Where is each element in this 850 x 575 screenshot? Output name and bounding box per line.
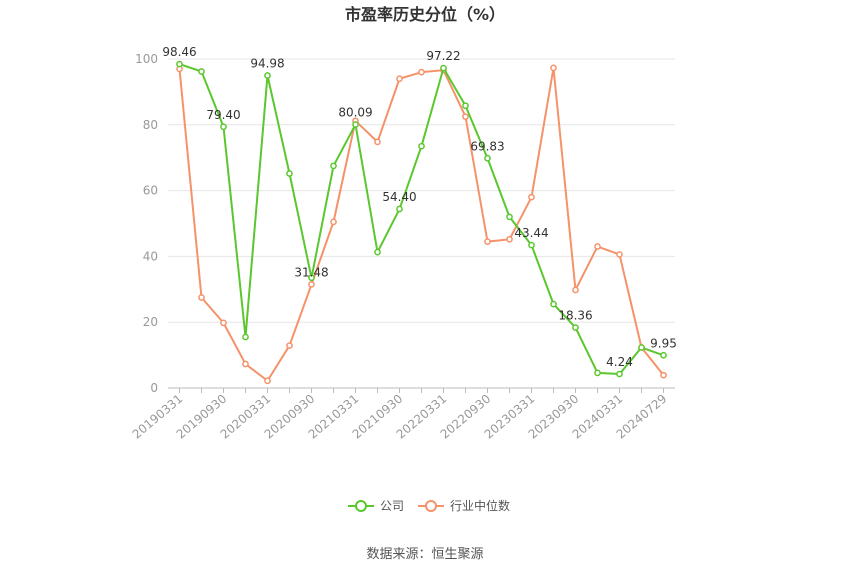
source-note: 数据来源：恒生聚源 xyxy=(366,547,483,562)
data-label: 43.44 xyxy=(514,226,548,240)
data-point xyxy=(660,351,667,359)
chart-title: 市盈率历史分位（%） xyxy=(345,5,505,24)
data-label: 4.24 xyxy=(606,355,633,369)
data-label: 80.09 xyxy=(338,106,372,120)
data-point xyxy=(572,324,579,331)
data-point xyxy=(242,333,249,341)
y-tick-label: 80 xyxy=(143,118,158,132)
data-point xyxy=(462,113,469,120)
data-point xyxy=(418,68,425,76)
data-label: 79.40 xyxy=(206,108,240,122)
data-labels: 98.46 79.40 94.98 80.09 54.40 97.22 69.83 43.44… xyxy=(162,45,677,369)
data-point xyxy=(528,241,535,249)
data-label: 54.40 xyxy=(382,190,416,204)
data-point xyxy=(396,205,403,213)
data-point xyxy=(330,162,337,170)
data-point xyxy=(198,294,205,301)
data-point xyxy=(528,193,535,201)
data-point xyxy=(550,300,557,308)
y-tick-label: 20 xyxy=(143,315,158,329)
data-point xyxy=(264,72,271,79)
y-tick-label: 100 xyxy=(135,52,158,66)
data-label: 31.48 xyxy=(294,265,328,279)
data-point xyxy=(308,281,315,288)
data-point xyxy=(264,377,271,385)
data-label: 94.98 xyxy=(250,57,284,71)
data-point xyxy=(572,286,579,294)
data-label: 9.95 xyxy=(650,336,677,350)
series-line xyxy=(179,63,664,376)
data-point xyxy=(616,370,623,378)
data-point xyxy=(396,75,403,83)
legend-item-industry-median[interactable]: 行业中位数 xyxy=(418,498,510,513)
legend-item-company[interactable]: 公司 xyxy=(348,499,404,513)
data-point xyxy=(220,123,227,131)
series-company xyxy=(176,60,667,378)
data-label: 69.83 xyxy=(470,139,504,153)
data-label: 98.46 xyxy=(162,45,196,59)
data-point xyxy=(484,238,491,245)
data-point xyxy=(594,369,601,377)
data-point xyxy=(352,121,359,128)
data-point xyxy=(286,170,293,177)
data-point xyxy=(484,154,491,162)
data-point xyxy=(198,68,205,75)
data-point xyxy=(374,138,381,146)
data-point xyxy=(286,342,293,349)
legend[interactable]: 公司 行业中位数 xyxy=(348,498,510,513)
series-layer xyxy=(176,60,667,385)
series-industry-median xyxy=(176,64,667,385)
data-point xyxy=(176,60,183,68)
data-point xyxy=(462,102,469,110)
data-point xyxy=(242,360,249,368)
y-tick-label: 40 xyxy=(143,249,158,263)
data-point xyxy=(220,319,227,327)
data-point xyxy=(550,64,557,72)
data-label: 97.22 xyxy=(426,49,460,63)
legend-label: 行业中位数 xyxy=(450,498,510,513)
legend-marker xyxy=(425,500,437,512)
data-point xyxy=(330,218,337,226)
legend-marker xyxy=(355,500,367,512)
y-tick-label: 60 xyxy=(143,184,158,198)
y-tick-label: 0 xyxy=(150,381,158,395)
data-label: 18.36 xyxy=(558,309,592,323)
data-point xyxy=(418,142,425,150)
data-point xyxy=(506,235,513,243)
data-point xyxy=(638,344,645,351)
data-point xyxy=(506,213,513,221)
legend-label: 公司 xyxy=(380,499,404,513)
data-point xyxy=(374,248,381,256)
data-point xyxy=(308,274,315,282)
grid xyxy=(168,58,675,323)
data-point xyxy=(616,251,623,258)
data-point xyxy=(440,64,447,72)
data-point xyxy=(594,243,601,250)
series-line xyxy=(178,66,665,382)
data-point xyxy=(660,371,667,379)
